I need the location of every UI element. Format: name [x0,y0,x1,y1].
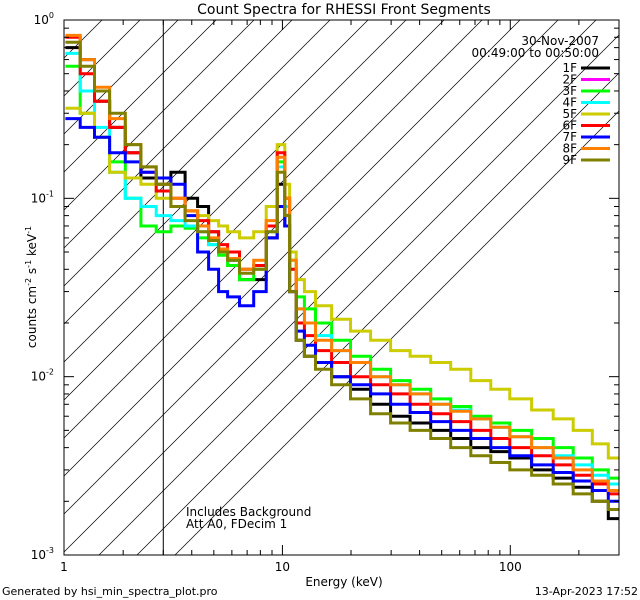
hatch-line [64,20,521,477]
hatch-line [64,20,597,553]
hatch-line [98,34,619,555]
legend-label: 7F [562,130,577,144]
series-line-7f [65,117,619,503]
y-tick-exponent: -3 [46,546,54,555]
y-tick-label: 100 [34,11,54,27]
y-axis-label-main: counts cm [25,286,39,348]
x-tick-label: 100 [499,560,522,574]
hatch-line [64,20,407,363]
hatched-region [64,20,619,555]
x-axis-ticks: 1 10 100 [60,20,620,574]
legend-label: 4F [562,96,577,110]
series-layer [65,33,619,521]
footer-generated-by: Generated by hsi_min_spectra_plot.pro [2,585,218,598]
series-line-3f [65,64,619,480]
series-line-9f [65,40,619,511]
hatch-line [64,20,369,325]
y-tick-label: 10-3 [31,546,54,562]
legend-label: 3F [562,84,577,98]
hatch-line [64,20,141,97]
y-tick-mantissa: 10 [34,13,49,27]
plot-frame [63,19,620,556]
hatch-line [64,20,217,173]
legend-label: 1F [562,61,577,75]
x-tick-label: 10 [275,560,290,574]
hatch-line [64,20,179,135]
x-axis-label: Energy (keV) [305,575,382,589]
hatch-line [64,20,293,249]
y-axis-label-sup1: -2 [24,278,33,286]
hatch-line [174,110,619,555]
hatch-line [64,20,445,401]
hatch-line [64,20,483,439]
date-label: 30-Nov-2007 [521,34,599,48]
y-axis-label: counts cm-2 s-1 keV-1 [24,226,39,348]
y-tick-label: 10-2 [31,368,54,384]
y-tick-mantissa: 10 [31,548,46,562]
y-axis-label-s: s [25,268,39,278]
y-tick-exponent: -1 [46,189,54,198]
legend-label: 8F [562,142,577,156]
y-tick-mantissa: 10 [31,370,46,384]
y-axis-label-sup3: -1 [24,226,33,234]
time-range-label: 00:49:00 to 00:50:00 [472,46,599,60]
annotation-attenuator: Att A0, FDecim 1 [186,517,287,531]
y-tick-mantissa: 10 [31,191,46,205]
y-axis-label-kev: keV [25,233,39,260]
series-line-6f [65,35,619,496]
legend-label: 5F [562,107,577,121]
hatch-line [64,20,103,59]
y-tick-exponent: -2 [46,368,54,377]
chart-title: Count Spectra for RHESSI Front Segments [197,2,491,18]
hatch-line [64,20,255,211]
y-tick-exponent: 0 [49,11,54,20]
series-line-8f [65,33,619,492]
y-tick-label: 10-1 [31,189,54,205]
annotation-background: Includes Background [186,505,311,519]
series-line-5f [65,106,619,460]
legend-label: 2F [562,73,577,87]
legend-label: 6F [562,119,577,133]
hatch-line [64,20,331,287]
footer-timestamp: 13-Apr-2023 17:52 [535,585,638,598]
x-tick-label: 1 [60,560,68,574]
y-axis-label-sup2: -1 [24,260,33,268]
hatch-line [136,72,619,555]
legend-label: 9F [562,153,577,167]
